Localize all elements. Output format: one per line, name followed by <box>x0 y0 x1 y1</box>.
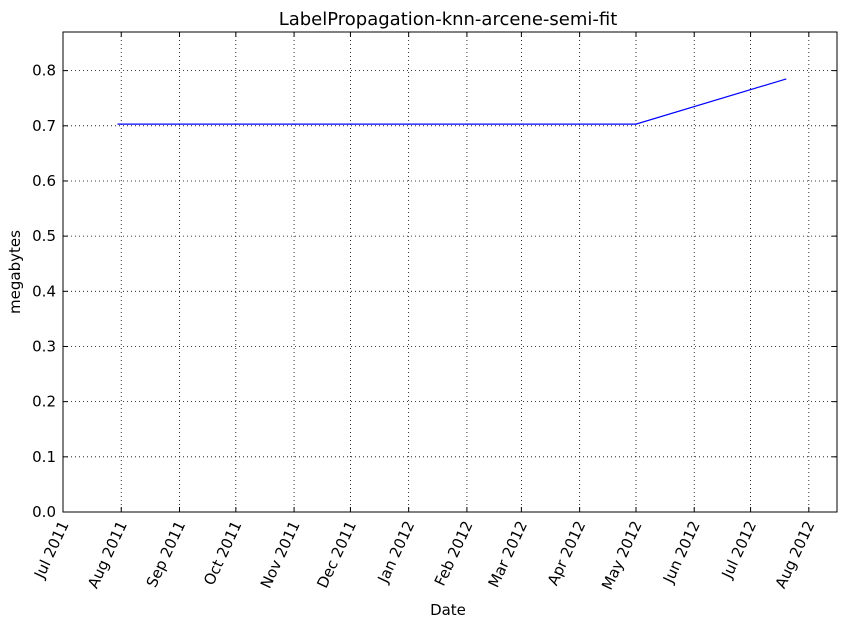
y-tick-label: 0.2 <box>32 393 56 411</box>
series-layer <box>117 78 787 125</box>
series-line <box>117 78 787 125</box>
grid-lines <box>63 32 837 512</box>
y-tick-label: 0.0 <box>32 503 56 521</box>
chart-title: LabelPropagation-knn-arcene-semi-fit <box>279 9 618 30</box>
y-tick-label: 0.4 <box>32 282 56 300</box>
y-axis-title: megabytes <box>6 230 24 314</box>
plot-frame <box>62 31 838 513</box>
y-tick-label: 0.1 <box>32 448 56 466</box>
y-tick-label: 0.7 <box>32 117 56 135</box>
y-tick-label: 0.8 <box>32 62 56 80</box>
tick-marks <box>62 32 837 513</box>
y-tick-label: 0.3 <box>32 337 56 355</box>
y-tick-label: 0.5 <box>32 227 56 245</box>
y-tick-labels: 0.0 0.1 0.2 0.3 0.4 0.5 0.6 0.7 0.8 <box>32 62 56 521</box>
x-axis-title: Date <box>430 601 466 619</box>
y-tick-label: 0.6 <box>32 172 56 190</box>
